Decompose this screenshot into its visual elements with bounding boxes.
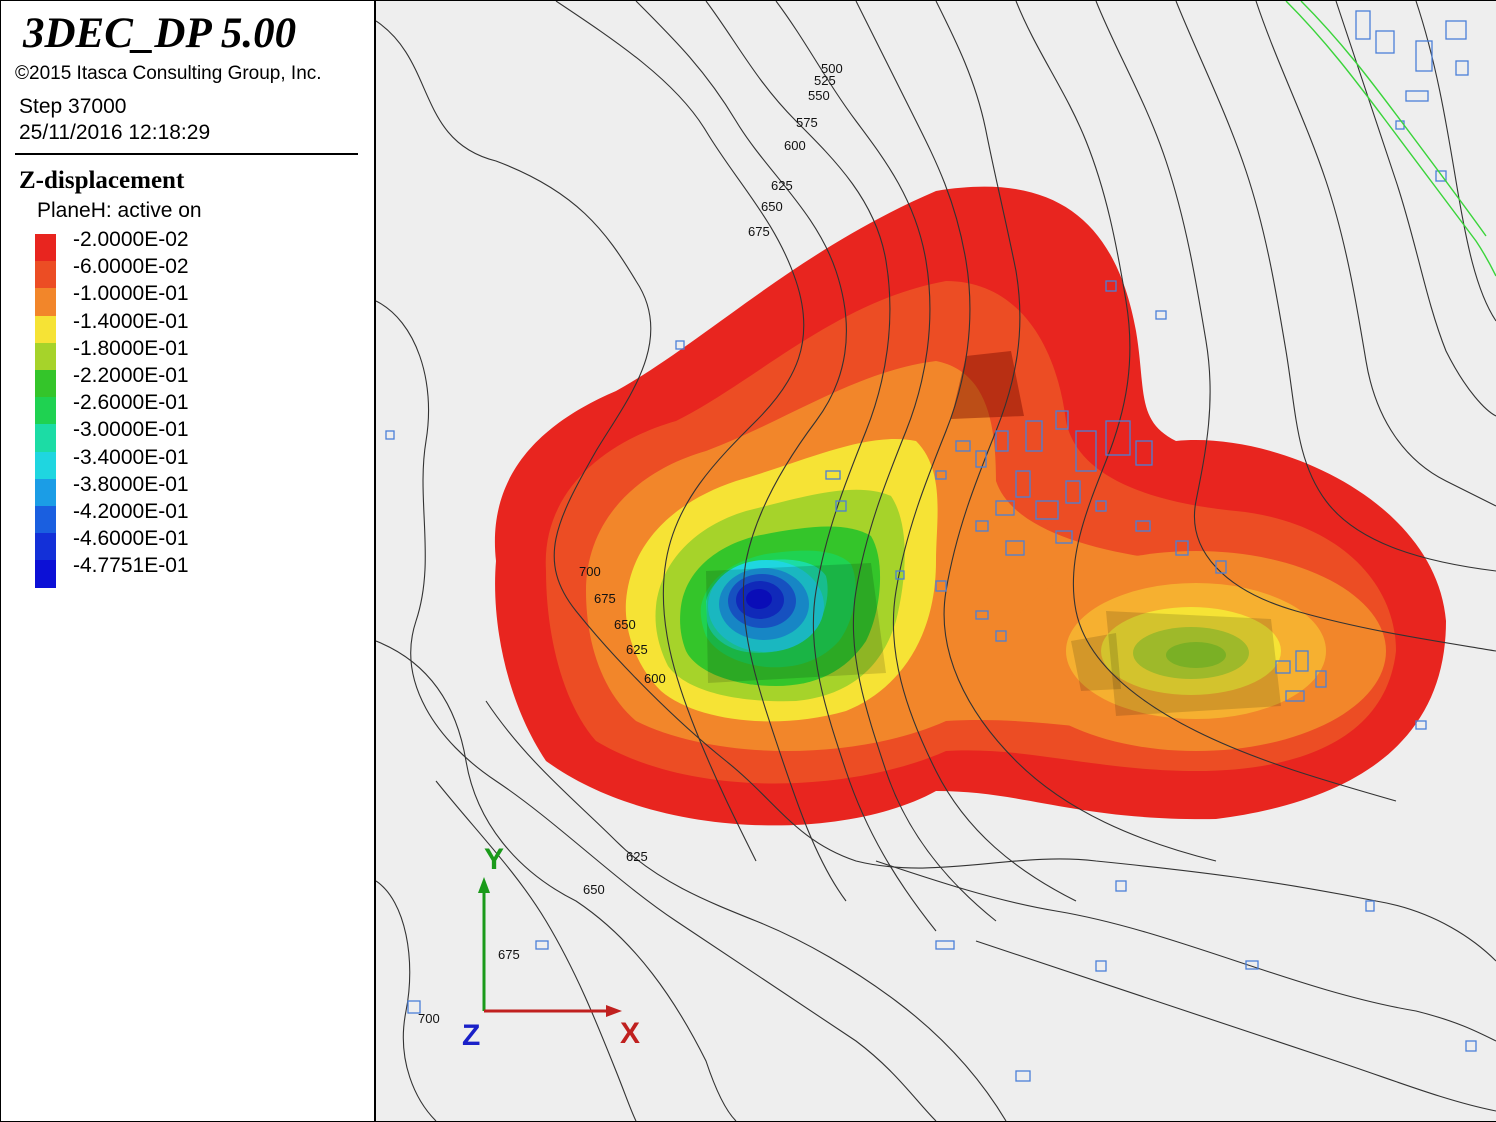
building-footprints <box>385 10 1477 1082</box>
scale-swatch <box>35 560 56 589</box>
scale-swatch <box>35 234 56 262</box>
scale-swatch <box>35 451 56 480</box>
contour-label: 700 <box>418 1011 440 1026</box>
contour-label: 500 <box>821 61 843 76</box>
scale-swatch <box>35 369 56 398</box>
x-axis-label: X <box>620 1017 640 1050</box>
scale-swatch <box>35 397 56 426</box>
contour-label: 650 <box>761 199 783 214</box>
contour-label: 675 <box>594 591 616 606</box>
contour-label: 575 <box>796 115 818 130</box>
excavation-zone-1 <box>706 563 886 683</box>
contour-label: 600 <box>644 671 666 686</box>
plot-item-subtitle: PlaneH: active on <box>37 199 202 222</box>
contour-label: 650 <box>614 617 636 632</box>
excavation-zone-2 <box>951 351 1024 419</box>
scale-swatch <box>35 424 56 453</box>
excavation-zone-3 <box>1071 633 1121 691</box>
model-viewport[interactable]: 500 525 550 575 600 625 650 675 700 675 … <box>376 1 1496 1121</box>
scale-swatch <box>35 478 56 507</box>
displacement-field <box>494 186 1446 826</box>
scale-swatch <box>35 505 56 534</box>
scale-label: -3.4000E-01 <box>73 445 189 469</box>
scale-swatch <box>35 533 56 562</box>
contour-plot[interactable]: 500 525 550 575 600 625 650 675 700 675 … <box>376 1 1496 1121</box>
contour-label: 600 <box>784 138 806 153</box>
displacement-band-13 <box>746 589 772 609</box>
copyright-text: ©2015 Itasca Consulting Group, Inc. <box>15 63 322 84</box>
plot-item-title: Z-displacement <box>19 167 185 194</box>
contour-label: 525 <box>814 73 836 88</box>
contour-lines <box>376 1 1496 1121</box>
scale-label: -4.6000E-01 <box>73 527 189 551</box>
axis-triad: Y X Z <box>462 843 640 1052</box>
contour-label: 675 <box>498 947 520 962</box>
scale-swatch <box>35 315 56 344</box>
scale-swatch <box>35 342 56 371</box>
scale-label: -6.0000E-02 <box>73 255 189 279</box>
contour-label: 675 <box>748 224 770 239</box>
contour-label: 625 <box>626 642 648 657</box>
scale-label: -2.2000E-01 <box>73 363 189 387</box>
scale-label: -1.4000E-01 <box>73 309 189 333</box>
contour-label: 650 <box>583 882 605 897</box>
secondary-basin-5 <box>1166 642 1226 668</box>
x-axis-arrow <box>606 1005 622 1017</box>
scale-label: -2.6000E-01 <box>73 391 189 415</box>
excavation-zone-4 <box>1106 611 1281 716</box>
legend-divider <box>15 153 358 155</box>
y-axis-arrow <box>478 877 490 893</box>
contour-labels: 500 525 550 575 600 625 650 675 700 675 … <box>418 61 843 1026</box>
contour-label: 625 <box>626 849 648 864</box>
y-axis-label: Y <box>484 843 504 876</box>
scale-swatch <box>35 288 56 317</box>
contour-label: 625 <box>771 178 793 193</box>
scale-label: -1.8000E-01 <box>73 336 189 360</box>
app-title: 3DEC_DP 5.00 <box>23 10 297 57</box>
timestamp: 25/11/2016 12:18:29 <box>19 121 211 144</box>
contour-label: 550 <box>808 88 830 103</box>
scale-swatch <box>35 261 56 290</box>
road-lines <box>1285 1 1496 277</box>
scale-label: -3.0000E-01 <box>73 418 189 442</box>
step-count: Step 37000 <box>19 95 127 118</box>
scale-label: -3.8000E-01 <box>73 472 189 496</box>
scale-label: -4.2000E-01 <box>73 499 189 523</box>
scale-label: -1.0000E-01 <box>73 282 189 306</box>
legend-panel: 3DEC_DP 5.00 ©2015 Itasca Consulting Gro… <box>1 1 376 1121</box>
scale-label: -4.7751E-01 <box>73 554 189 578</box>
scale-label: -2.0000E-02 <box>73 228 189 251</box>
z-axis-label: Z <box>462 1019 480 1052</box>
contour-label: 700 <box>579 564 601 579</box>
